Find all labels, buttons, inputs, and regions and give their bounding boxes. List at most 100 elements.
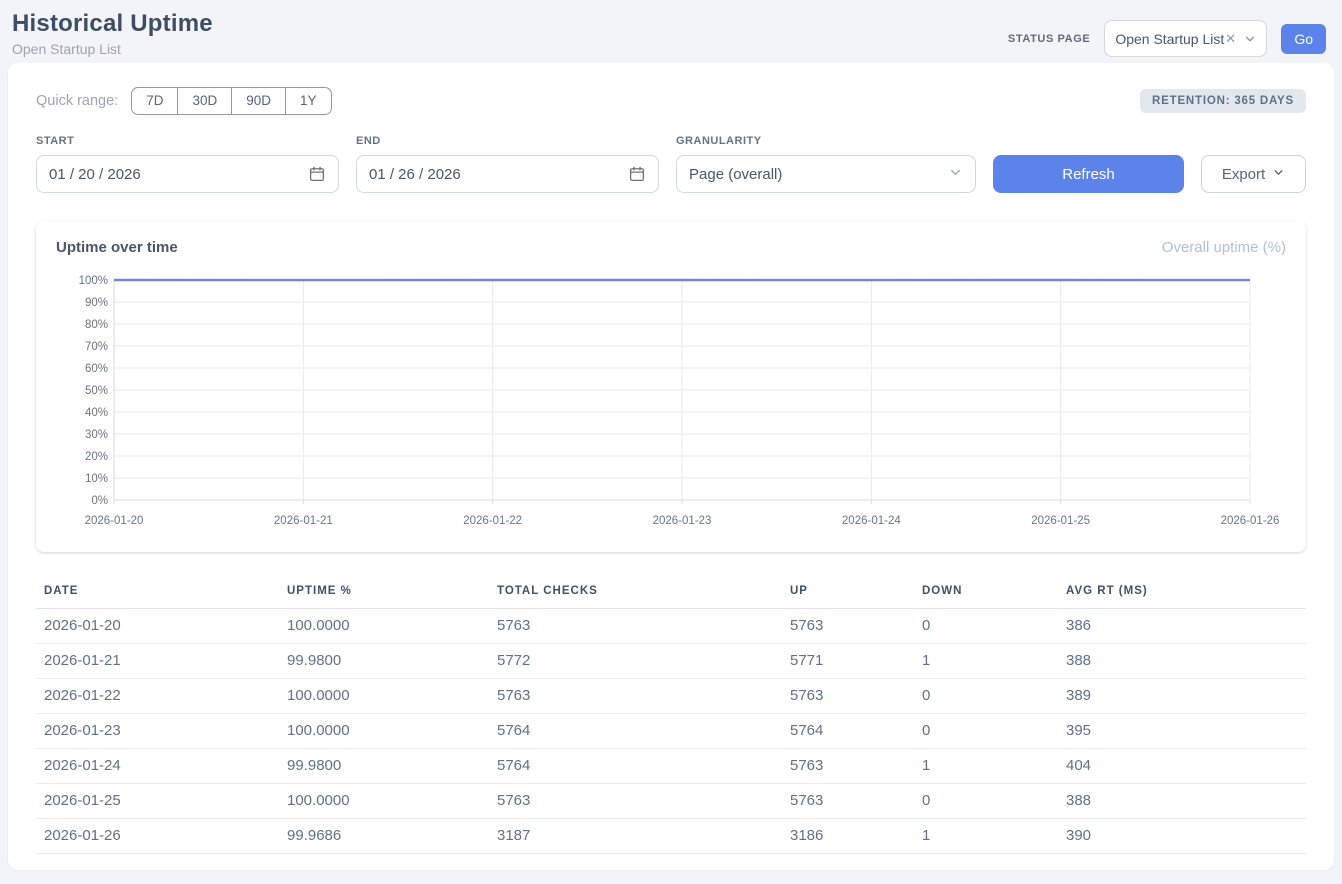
quick-range-button-30d[interactable]: 30D xyxy=(177,87,231,115)
cell-date: 2026-01-24 xyxy=(36,749,279,784)
cell-total-checks: 5772 xyxy=(489,644,782,679)
end-date-field: END 01 / 26 / 2026 xyxy=(356,135,659,193)
start-date-value: 01 / 20 / 2026 xyxy=(49,166,141,183)
chart-title: Uptime over time xyxy=(56,239,178,256)
cell-down: 1 xyxy=(914,749,1058,784)
cell-avg-rt-ms-: 389 xyxy=(1058,679,1306,714)
y-axis-tick-label: 70% xyxy=(85,341,108,353)
cell-down: 0 xyxy=(914,609,1058,644)
refresh-button[interactable]: Refresh xyxy=(993,155,1184,193)
start-date-input[interactable]: 01 / 20 / 2026 xyxy=(36,155,339,193)
y-axis-tick-label: 60% xyxy=(85,363,108,375)
cell-uptime-: 99.9686 xyxy=(279,819,489,854)
x-axis-tick-label: 2026-01-23 xyxy=(653,515,712,527)
table-row: 2026-01-2199.9800577257711388 xyxy=(36,644,1306,679)
page-subtitle: Open Startup List xyxy=(12,41,213,57)
cell-down: 1 xyxy=(914,644,1058,679)
cell-date: 2026-01-25 xyxy=(36,784,279,819)
cell-avg-rt-ms-: 386 xyxy=(1058,609,1306,644)
cell-total-checks: 5763 xyxy=(489,679,782,714)
cell-uptime-: 100.0000 xyxy=(279,714,489,749)
cell-up: 5771 xyxy=(782,644,914,679)
column-header-avg-rt-ms-: AVG RT (MS) xyxy=(1058,576,1306,609)
retention-badge: RETENTION: 365 DAYS xyxy=(1140,89,1306,113)
cell-date: 2026-01-20 xyxy=(36,609,279,644)
cell-up: 5763 xyxy=(782,784,914,819)
cell-down: 1 xyxy=(914,819,1058,854)
chart-legend: Overall uptime (%) xyxy=(1162,239,1286,256)
y-axis-tick-label: 30% xyxy=(85,429,108,441)
chart-header: Uptime over time Overall uptime (%) xyxy=(56,239,1286,256)
chevron-down-icon xyxy=(1243,32,1257,46)
cell-down: 0 xyxy=(914,784,1058,819)
calendar-icon[interactable] xyxy=(308,165,326,183)
calendar-icon[interactable] xyxy=(628,165,646,183)
header-controls: STATUS PAGE Open Startup List✕ Go xyxy=(1008,20,1326,57)
table-header-row: DATEUPTIME %TOTAL CHECKSUPDOWNAVG RT (MS… xyxy=(36,576,1306,609)
status-page-select[interactable]: Open Startup List✕ xyxy=(1104,20,1267,57)
cell-up: 5763 xyxy=(782,609,914,644)
cell-down: 0 xyxy=(914,679,1058,714)
chevron-down-icon xyxy=(1272,166,1285,183)
quick-range-button-7d[interactable]: 7D xyxy=(131,87,177,115)
cell-total-checks: 5763 xyxy=(489,784,782,819)
x-axis-tick-label: 2026-01-24 xyxy=(842,515,901,527)
export-button[interactable]: Export xyxy=(1201,155,1306,193)
quick-range-left: Quick range: 7D30D90D1Y xyxy=(36,87,332,115)
cell-up: 3186 xyxy=(782,819,914,854)
status-page-label: STATUS PAGE xyxy=(1008,33,1090,45)
y-axis-tick-label: 40% xyxy=(85,407,108,419)
cell-total-checks: 5764 xyxy=(489,749,782,784)
go-button[interactable]: Go xyxy=(1281,24,1326,54)
cell-uptime-: 99.9800 xyxy=(279,749,489,784)
quick-range-button-group: 7D30D90D1Y xyxy=(131,87,331,115)
uptime-line-chart: 0%10%20%30%40%50%60%70%80%90%100%2026-01… xyxy=(56,268,1286,540)
cell-up: 5763 xyxy=(782,749,914,784)
cell-down: 0 xyxy=(914,714,1058,749)
end-date-input[interactable]: 01 / 26 / 2026 xyxy=(356,155,659,193)
cell-up: 5763 xyxy=(782,679,914,714)
y-axis-tick-label: 90% xyxy=(85,297,108,309)
cell-avg-rt-ms-: 404 xyxy=(1058,749,1306,784)
cell-avg-rt-ms-: 388 xyxy=(1058,644,1306,679)
uptime-table: DATEUPTIME %TOTAL CHECKSUPDOWNAVG RT (MS… xyxy=(36,576,1306,854)
quick-range-button-90d[interactable]: 90D xyxy=(231,87,285,115)
y-axis-tick-label: 10% xyxy=(85,473,108,485)
column-header-total-checks: TOTAL CHECKS xyxy=(489,576,782,609)
cell-uptime-: 100.0000 xyxy=(279,784,489,819)
export-label: Export xyxy=(1222,166,1265,183)
quick-range-button-1y[interactable]: 1Y xyxy=(285,87,332,115)
y-axis-tick-label: 50% xyxy=(85,385,108,397)
cell-up: 5764 xyxy=(782,714,914,749)
chevron-down-icon xyxy=(948,165,963,184)
filter-fields-row: START 01 / 20 / 2026 END 01 / 26 / 2026 … xyxy=(36,135,1306,193)
table-row: 2026-01-2499.9800576457631404 xyxy=(36,749,1306,784)
cell-total-checks: 5764 xyxy=(489,714,782,749)
y-axis-tick-label: 0% xyxy=(91,495,108,507)
cell-date: 2026-01-22 xyxy=(36,679,279,714)
cell-avg-rt-ms-: 390 xyxy=(1058,819,1306,854)
clear-selection-icon[interactable]: ✕ xyxy=(1225,31,1236,47)
granularity-field: GRANULARITY Page (overall) xyxy=(676,135,976,193)
quick-range-label: Quick range: xyxy=(36,93,118,109)
quick-range-row: Quick range: 7D30D90D1Y RETENTION: 365 D… xyxy=(36,87,1306,115)
table-row: 2026-01-23100.0000576457640395 xyxy=(36,714,1306,749)
granularity-value: Page (overall) xyxy=(689,166,782,183)
x-axis-tick-label: 2026-01-26 xyxy=(1221,515,1280,527)
column-header-down: DOWN xyxy=(914,576,1058,609)
column-header-up: UP xyxy=(782,576,914,609)
granularity-select[interactable]: Page (overall) xyxy=(676,155,976,193)
status-page-value: Open Startup List xyxy=(1115,31,1224,47)
cell-date: 2026-01-21 xyxy=(36,644,279,679)
table-row: 2026-01-2699.9686318731861390 xyxy=(36,819,1306,854)
cell-uptime-: 100.0000 xyxy=(279,609,489,644)
granularity-label: GRANULARITY xyxy=(676,135,976,147)
y-axis-tick-label: 20% xyxy=(85,451,108,463)
cell-date: 2026-01-23 xyxy=(36,714,279,749)
main-panel: Quick range: 7D30D90D1Y RETENTION: 365 D… xyxy=(8,63,1334,870)
table-row: 2026-01-20100.0000576357630386 xyxy=(36,609,1306,644)
x-axis-tick-label: 2026-01-22 xyxy=(463,515,522,527)
table-row: 2026-01-25100.0000576357630388 xyxy=(36,784,1306,819)
cell-uptime-: 99.9800 xyxy=(279,644,489,679)
y-axis-tick-label: 100% xyxy=(79,275,108,287)
